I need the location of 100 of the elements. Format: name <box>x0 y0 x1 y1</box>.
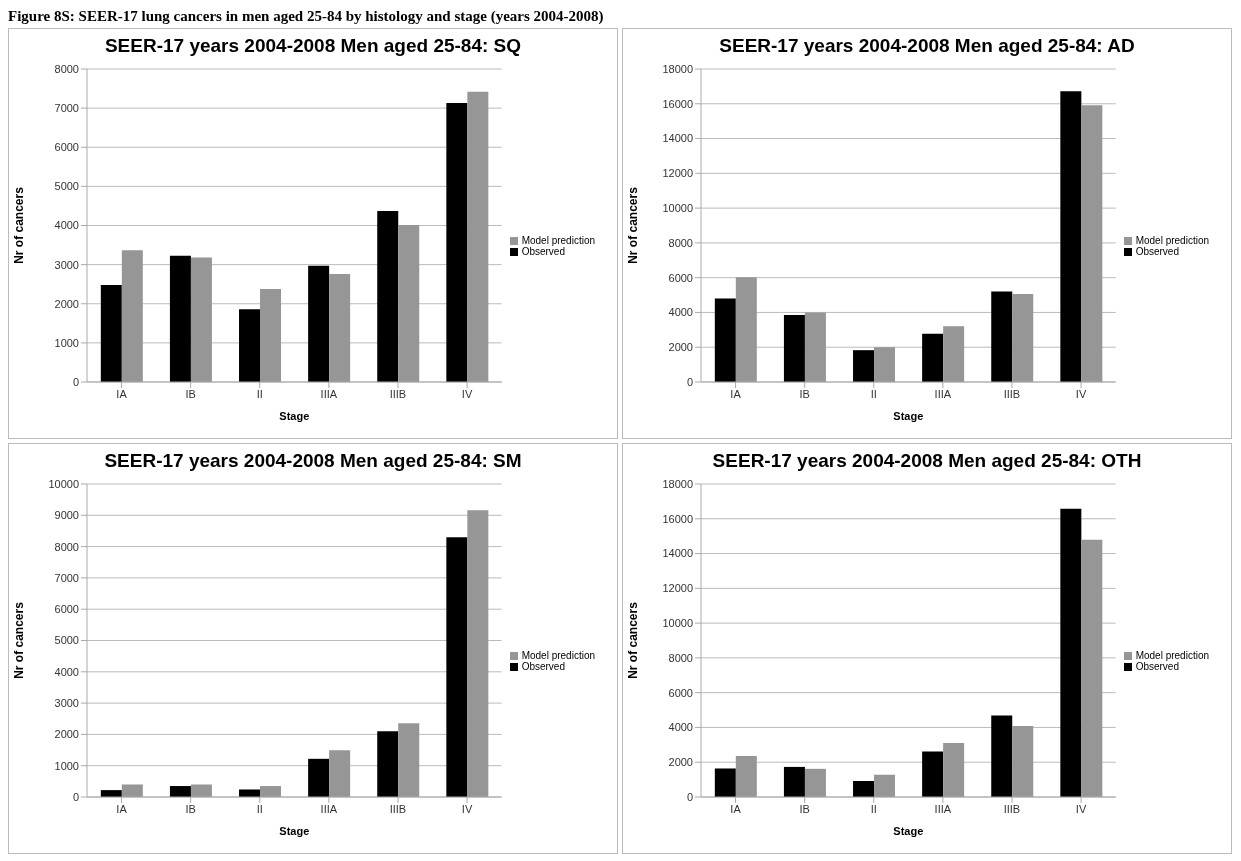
x-tick-label: IIIA <box>320 802 338 815</box>
y-tick-label: 0 <box>72 375 79 388</box>
legend-label: Observed <box>521 660 565 672</box>
legend-label: Observed <box>521 245 565 257</box>
y-tick-label: 8000 <box>54 62 79 75</box>
x-tick-label: II <box>870 387 877 400</box>
y-tick-label: 9000 <box>54 509 79 522</box>
x-tick-label: IV <box>461 802 473 815</box>
x-tick-label: IV <box>461 387 473 400</box>
y-tick-label: 4000 <box>54 665 79 678</box>
y-tick-label: 12000 <box>662 582 693 595</box>
y-tick-label: 7000 <box>54 102 79 115</box>
x-axis-title: Stage <box>893 825 924 837</box>
x-tick-label: IIIA <box>934 387 952 400</box>
x-tick-label: IIIB <box>389 802 407 815</box>
y-tick-label: 10000 <box>662 202 693 215</box>
x-tick-label: IIIA <box>934 802 952 815</box>
bar <box>874 347 896 382</box>
bar <box>991 291 1013 382</box>
y-tick-label: 8000 <box>668 236 693 249</box>
bar <box>853 781 875 797</box>
bar <box>446 103 468 382</box>
y-tick-label: 2000 <box>668 756 693 769</box>
y-tick-label: 10000 <box>662 617 693 630</box>
x-tick-label: IIIB <box>1003 802 1021 815</box>
x-tick-label: IIIA <box>320 387 338 400</box>
y-tick-label: 18000 <box>662 477 693 490</box>
y-tick-label: 6000 <box>668 686 693 699</box>
y-tick-label: 2000 <box>54 297 79 310</box>
bar <box>853 350 875 382</box>
bar <box>467 91 489 382</box>
bar <box>735 755 757 797</box>
y-tick-label: 2000 <box>668 341 693 354</box>
legend-label: Model prediction <box>1135 234 1209 246</box>
y-tick-label: 7000 <box>54 571 79 584</box>
y-tick-label: 18000 <box>662 62 693 75</box>
y-tick-label: 16000 <box>662 97 693 110</box>
bar <box>922 333 944 382</box>
bar <box>943 326 965 382</box>
chart-title: SEER-17 years 2004-2008 Men aged 25-84: SM <box>103 450 523 473</box>
y-tick-label: 14000 <box>662 132 693 145</box>
bar <box>239 789 261 797</box>
bar <box>190 257 212 382</box>
bar <box>467 510 489 797</box>
bar <box>922 751 944 797</box>
x-tick-label: IA <box>116 387 128 400</box>
bar <box>398 723 420 797</box>
x-axis-title: Stage <box>279 410 310 422</box>
bar <box>804 312 826 382</box>
y-tick-label: 12000 <box>662 167 693 180</box>
x-tick-label: IIIB <box>389 387 407 400</box>
x-tick-label: IB <box>799 802 810 815</box>
bar <box>190 784 212 797</box>
x-tick-label: IV <box>1075 387 1087 400</box>
y-tick-label: 14000 <box>662 547 693 560</box>
caption: Figure 8S: SEER-17 lung cancers in men aged 25-84 by histology and stage (years 2004-2008) <box>8 8 605 26</box>
bar <box>121 784 143 797</box>
bar <box>714 768 736 797</box>
x-tick-label: IA <box>730 387 742 400</box>
x-tick-label: II <box>256 387 263 400</box>
y-axis-title: Nr of cancers <box>626 186 641 264</box>
bar <box>804 768 826 797</box>
bar <box>169 786 191 797</box>
bar <box>783 315 805 382</box>
y-tick-label: 0 <box>686 790 693 803</box>
bar <box>260 288 282 382</box>
bar <box>783 766 805 797</box>
x-tick-label: II <box>870 802 877 815</box>
y-tick-label: 6000 <box>54 141 79 154</box>
bar <box>1012 725 1034 797</box>
legend-label: Observed <box>1135 245 1179 257</box>
y-tick-label: 5000 <box>54 180 79 193</box>
y-axis-title: Nr of cancers <box>12 186 27 264</box>
bar <box>1060 91 1082 382</box>
x-tick-label: IB <box>185 802 196 815</box>
bar <box>377 731 399 797</box>
y-tick-label: 8000 <box>668 651 693 664</box>
bar <box>1081 105 1103 382</box>
y-tick-label: 3000 <box>54 258 79 271</box>
bar <box>329 274 351 382</box>
x-tick-label: IB <box>799 387 810 400</box>
y-tick-label: 16000 <box>662 512 693 525</box>
y-tick-label: 1000 <box>54 759 79 772</box>
legend-label: Observed <box>1135 660 1179 672</box>
x-tick-label: IIIB <box>1003 387 1021 400</box>
bar <box>100 284 122 382</box>
bar <box>398 225 420 382</box>
legend-label: Model prediction <box>521 649 595 661</box>
bar <box>735 277 757 382</box>
y-tick-label: 6000 <box>54 603 79 616</box>
bar <box>260 786 282 797</box>
bar <box>874 774 896 797</box>
y-tick-label: 5000 <box>54 634 79 647</box>
y-tick-label: 1000 <box>54 336 79 349</box>
y-tick-label: 8000 <box>54 540 79 553</box>
bar <box>1060 508 1082 797</box>
bar <box>1012 294 1034 382</box>
y-axis-title: Nr of cancers <box>12 601 27 679</box>
chart-title: SEER-17 years 2004-2008 Men aged 25-84: OTH <box>711 450 1143 473</box>
x-axis-title: Stage <box>893 410 924 422</box>
